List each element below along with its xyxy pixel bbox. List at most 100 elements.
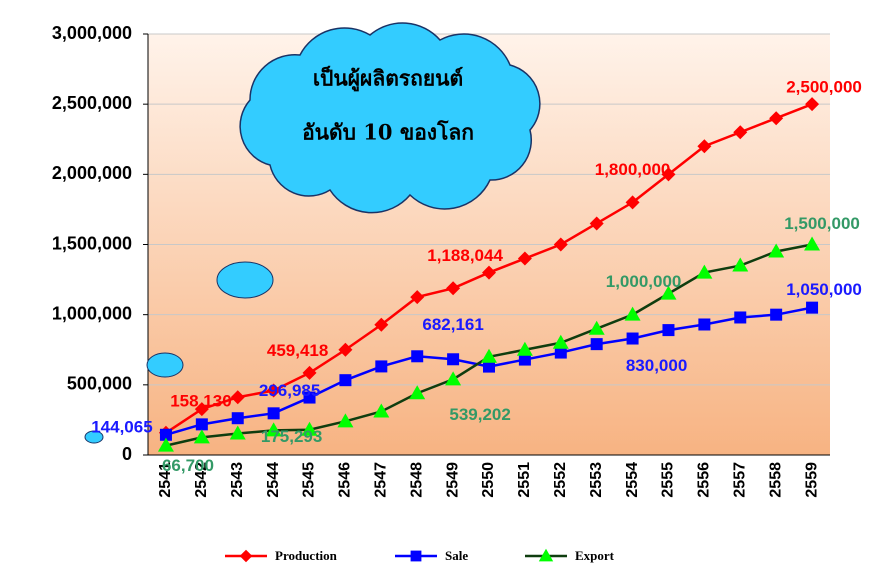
data-label: 175,293 xyxy=(261,427,322,446)
marker xyxy=(732,257,749,272)
y-tick-label: 2,500,000 xyxy=(52,93,132,113)
x-tick-label: 2542 xyxy=(193,462,210,498)
marker xyxy=(804,236,821,251)
marker xyxy=(517,251,532,266)
marker xyxy=(411,350,424,363)
marker xyxy=(267,407,280,420)
y-tick-label: 3,000,000 xyxy=(52,23,132,43)
marker xyxy=(769,111,784,126)
data-label: 539,202 xyxy=(449,405,510,424)
marker xyxy=(806,301,819,314)
data-label: 1,800,000 xyxy=(595,160,671,179)
marker xyxy=(446,281,461,296)
marker xyxy=(302,365,317,380)
legend-label: Production xyxy=(275,548,338,563)
marker xyxy=(193,429,210,444)
marker xyxy=(230,390,245,405)
marker xyxy=(698,318,711,331)
x-tick-label: 2541 xyxy=(157,462,174,498)
x-tick-label: 2552 xyxy=(552,462,569,498)
x-tick-label: 2547 xyxy=(373,462,390,498)
marker xyxy=(303,391,316,404)
marker xyxy=(588,320,605,335)
marker xyxy=(662,324,675,337)
marker xyxy=(768,243,785,258)
legend-label: Export xyxy=(575,548,615,563)
annotation: เป็นผู้ผลิตรถยนต์ xyxy=(313,65,463,93)
y-tick-label: 2,000,000 xyxy=(52,163,132,183)
marker xyxy=(661,167,676,182)
marker xyxy=(410,290,425,305)
cloud xyxy=(239,22,541,214)
marker xyxy=(626,332,639,345)
marker xyxy=(734,311,747,324)
marker xyxy=(229,425,246,440)
marker xyxy=(410,550,422,562)
marker xyxy=(624,306,641,321)
y-tick-label: 1,000,000 xyxy=(52,303,132,323)
marker xyxy=(625,195,640,210)
marker xyxy=(733,125,748,140)
marker xyxy=(301,421,318,436)
marker xyxy=(447,353,460,366)
y-tick-label: 500,000 xyxy=(67,374,132,394)
marker xyxy=(697,139,712,154)
data-label: 144,065 xyxy=(91,417,152,436)
x-tick-label: 2548 xyxy=(408,462,425,498)
x-tick-label: 2550 xyxy=(480,462,497,498)
marker xyxy=(482,265,496,280)
marker xyxy=(696,264,713,279)
marker xyxy=(231,412,244,425)
y-tick-label: 1,500,000 xyxy=(52,233,132,253)
marker xyxy=(553,237,568,252)
marker xyxy=(339,374,352,387)
data-label: 1,188,044 xyxy=(427,246,503,265)
marker xyxy=(265,422,282,437)
data-label: 296,985 xyxy=(259,381,320,400)
data-label: 459,418 xyxy=(267,341,328,360)
x-tick-label: 2557 xyxy=(731,462,748,498)
marker xyxy=(590,338,603,351)
x-tick-label: 2546 xyxy=(337,462,354,498)
y-tick-label: 0 xyxy=(122,444,132,464)
data-label: 1,000,000 xyxy=(606,272,682,291)
data-label: 1,500,000 xyxy=(784,214,860,233)
marker xyxy=(805,97,820,112)
data-label: 158,130 xyxy=(170,391,231,410)
data-label: 2,500,000 xyxy=(786,78,862,97)
marker xyxy=(552,334,569,349)
marker xyxy=(660,285,677,300)
marker xyxy=(159,428,172,441)
bubble xyxy=(84,430,104,444)
x-tick-label: 2551 xyxy=(516,462,533,498)
x-tick-label: 2555 xyxy=(660,462,677,498)
legend-label: Sale xyxy=(445,548,468,563)
x-tick-label: 2558 xyxy=(767,462,784,498)
marker xyxy=(375,360,388,373)
marker xyxy=(554,346,567,359)
marker xyxy=(194,402,209,417)
bubble xyxy=(216,261,274,299)
annotation: อันดับ 10 ของโลก xyxy=(302,120,474,145)
marker xyxy=(483,360,495,373)
x-tick-label: 2559 xyxy=(803,462,820,498)
x-tick-label: 2543 xyxy=(229,462,246,498)
data-label: 830,000 xyxy=(626,356,687,375)
marker xyxy=(516,341,533,356)
x-tick-label: 2544 xyxy=(265,462,282,498)
marker xyxy=(409,385,426,400)
marker xyxy=(266,383,281,398)
marker xyxy=(374,317,389,332)
x-tick-label: 2554 xyxy=(624,462,641,498)
x-tick-label: 2549 xyxy=(444,462,461,498)
marker xyxy=(770,308,783,321)
marker xyxy=(373,403,390,418)
x-tick-label: 2553 xyxy=(588,462,605,498)
marker xyxy=(239,549,253,563)
marker xyxy=(157,437,174,452)
x-tick-label: 2545 xyxy=(301,462,318,498)
marker xyxy=(445,371,462,386)
x-tick-label: 2556 xyxy=(696,462,713,498)
data-label: 1,050,000 xyxy=(786,280,862,299)
